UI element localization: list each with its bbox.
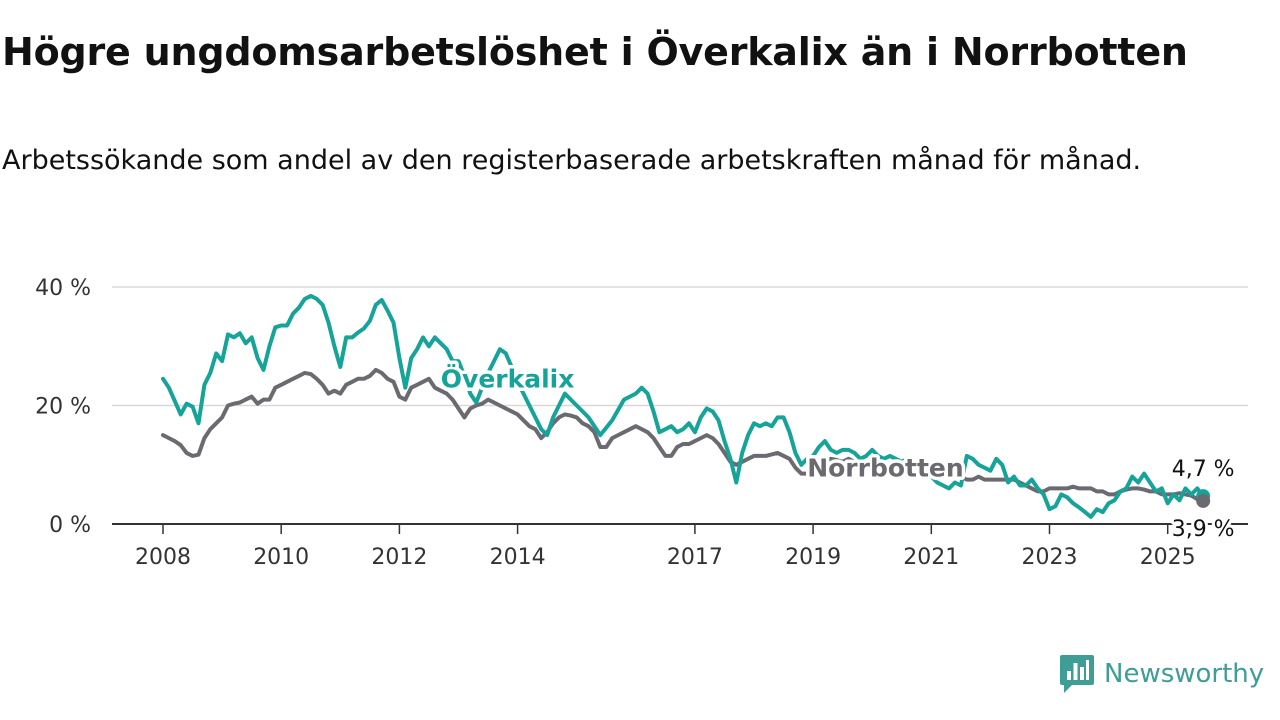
series-label: Överkalix — [441, 364, 575, 394]
x-tick-label: 2010 — [253, 545, 309, 570]
y-tick-label: 0 % — [49, 513, 91, 538]
brand-name: Newsworthy — [1104, 659, 1265, 689]
x-tick-label: 2021 — [903, 545, 959, 570]
newsworthy-icon — [1060, 655, 1094, 693]
brand-logo: Newsworthy — [1059, 654, 1264, 694]
x-tick-label: 2025 — [1140, 545, 1196, 570]
x-tick-label: 2019 — [785, 545, 841, 570]
series-line — [161, 293, 1206, 519]
x-tick-label: 2017 — [667, 545, 723, 570]
y-tick-label: 20 % — [35, 395, 91, 420]
end-value-label: 4,7 % — [1172, 457, 1235, 482]
y-tick-label: 40 % — [35, 276, 91, 301]
x-tick-label: 2012 — [371, 545, 427, 570]
end-value-label: 3,9 % — [1172, 517, 1235, 542]
chart-title: Högre ungdomsarbetslöshet i Överkalix än… — [2, 30, 1188, 74]
series-label: Norrbotten — [807, 454, 963, 483]
end-point-marker — [1196, 493, 1211, 508]
chart-subtitle: Arbetssökande som andel av den registerb… — [2, 145, 1142, 176]
x-tick-label: 2008 — [135, 545, 191, 570]
series-line — [161, 367, 1206, 503]
x-tick-label: 2023 — [1022, 545, 1078, 570]
x-tick-label: 2014 — [490, 545, 546, 570]
